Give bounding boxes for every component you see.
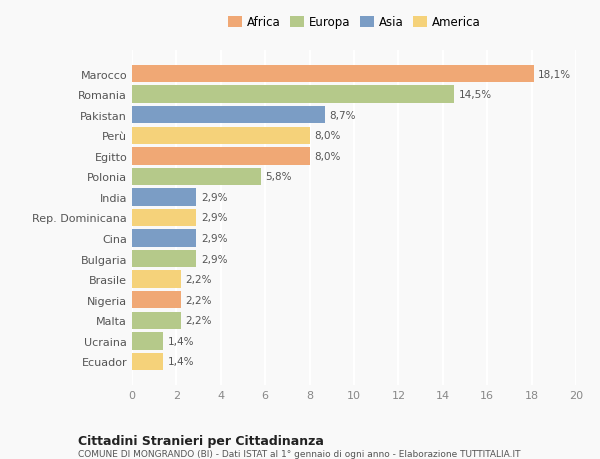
Bar [132, 127, 310, 145]
Text: 18,1%: 18,1% [538, 69, 571, 79]
Text: 2,9%: 2,9% [201, 234, 227, 244]
Text: 2,9%: 2,9% [201, 254, 227, 264]
Text: Cittadini Stranieri per Cittadinanza: Cittadini Stranieri per Cittadinanza [78, 434, 324, 447]
Text: 2,2%: 2,2% [185, 316, 212, 325]
Text: 8,0%: 8,0% [314, 151, 340, 162]
Text: 1,4%: 1,4% [167, 357, 194, 367]
Bar [132, 189, 196, 206]
Text: 8,0%: 8,0% [314, 131, 340, 141]
Text: 2,9%: 2,9% [201, 192, 227, 202]
Bar [132, 291, 181, 309]
Legend: Africa, Europa, Asia, America: Africa, Europa, Asia, America [224, 13, 484, 33]
Bar [132, 66, 534, 83]
Text: 8,7%: 8,7% [329, 111, 356, 120]
Bar [132, 332, 163, 350]
Bar [132, 86, 454, 104]
Bar [132, 353, 163, 370]
Bar [132, 312, 181, 329]
Bar [132, 271, 181, 288]
Bar [132, 209, 196, 227]
Bar [132, 250, 196, 268]
Text: 14,5%: 14,5% [458, 90, 491, 100]
Bar [132, 148, 310, 165]
Bar [132, 107, 325, 124]
Text: 2,2%: 2,2% [185, 295, 212, 305]
Bar [132, 168, 261, 186]
Text: 5,8%: 5,8% [265, 172, 292, 182]
Text: 2,2%: 2,2% [185, 274, 212, 285]
Text: 1,4%: 1,4% [167, 336, 194, 346]
Text: COMUNE DI MONGRANDO (BI) - Dati ISTAT al 1° gennaio di ogni anno - Elaborazione : COMUNE DI MONGRANDO (BI) - Dati ISTAT al… [78, 449, 521, 458]
Bar [132, 230, 196, 247]
Text: 2,9%: 2,9% [201, 213, 227, 223]
